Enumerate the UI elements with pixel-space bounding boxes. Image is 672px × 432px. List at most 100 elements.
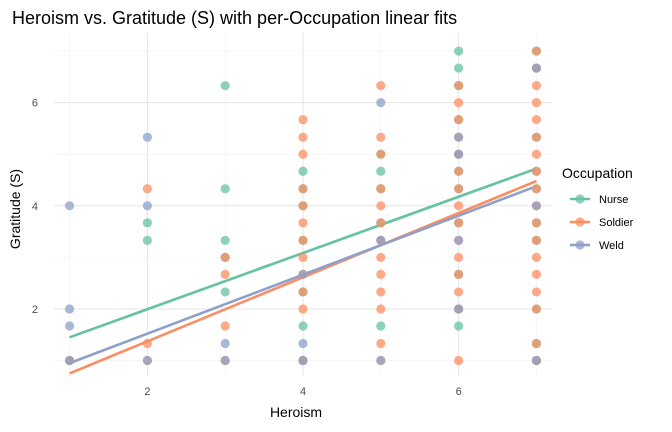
point-nurse xyxy=(220,81,230,91)
point-soldier xyxy=(376,81,386,91)
x-axis-ticks: 2 4 6 xyxy=(144,386,461,398)
point-soldier xyxy=(376,132,386,142)
point-soldier xyxy=(531,81,542,91)
point-soldier xyxy=(531,184,542,194)
point-soldier xyxy=(298,252,308,262)
data-points xyxy=(64,46,542,366)
point-nurse xyxy=(142,218,152,228)
point-weld xyxy=(142,201,152,211)
point-soldier xyxy=(142,338,152,349)
point-weld xyxy=(454,132,464,142)
point-nurse xyxy=(454,321,464,331)
chart-title: Heroism vs. Gratitude (S) with per-Occup… xyxy=(12,8,457,28)
point-soldier xyxy=(454,201,464,211)
point-soldier xyxy=(454,115,464,125)
point-soldier xyxy=(376,149,386,159)
y-tick-label: 6 xyxy=(32,98,38,110)
point-soldier xyxy=(531,149,542,159)
legend: Occupation Nurse Soldier Weld xyxy=(562,165,634,252)
point-soldier xyxy=(220,252,230,262)
x-tick-label: 4 xyxy=(300,386,306,398)
point-soldier xyxy=(454,269,464,279)
point-weld xyxy=(531,355,542,366)
point-nurse xyxy=(376,321,386,331)
point-soldier xyxy=(454,218,464,228)
legend-item-nurse: Nurse xyxy=(570,194,628,206)
point-nurse xyxy=(220,235,230,245)
legend-key-point-soldier xyxy=(575,217,585,227)
point-nurse xyxy=(376,166,386,176)
y-axis-title: Gratitude (S) xyxy=(7,169,23,249)
point-soldier xyxy=(531,235,542,245)
legend-title: Occupation xyxy=(562,165,633,181)
point-soldier xyxy=(298,132,308,142)
point-weld xyxy=(298,355,308,366)
point-nurse xyxy=(298,321,308,331)
point-soldier xyxy=(376,304,386,314)
point-soldier xyxy=(376,252,386,262)
point-weld xyxy=(454,235,464,245)
legend-item-soldier: Soldier xyxy=(570,217,634,229)
point-soldier xyxy=(454,166,464,176)
point-soldier xyxy=(298,115,308,125)
point-soldier xyxy=(454,355,464,366)
point-weld xyxy=(220,355,230,366)
point-soldier xyxy=(454,81,464,91)
point-soldier xyxy=(376,201,386,211)
y-tick-label: 4 xyxy=(32,201,38,213)
point-weld xyxy=(376,235,386,245)
point-soldier xyxy=(531,252,542,262)
point-weld xyxy=(64,304,75,314)
point-soldier xyxy=(531,166,542,176)
point-nurse xyxy=(298,166,308,176)
y-tick-label: 2 xyxy=(32,304,38,316)
point-soldier xyxy=(531,304,542,314)
point-weld xyxy=(376,98,386,108)
point-weld xyxy=(220,338,230,349)
legend-label-soldier: Soldier xyxy=(599,217,634,229)
point-nurse xyxy=(220,184,230,194)
point-soldier xyxy=(220,269,230,279)
legend-item-weld: Weld xyxy=(570,240,624,252)
point-soldier xyxy=(454,98,464,108)
point-soldier xyxy=(298,184,308,194)
point-weld xyxy=(64,321,75,331)
point-weld xyxy=(298,338,308,349)
legend-label-nurse: Nurse xyxy=(599,194,628,206)
point-soldier xyxy=(531,218,542,228)
point-soldier xyxy=(142,184,152,194)
point-soldier xyxy=(531,98,542,108)
point-soldier xyxy=(298,201,308,211)
point-soldier xyxy=(531,269,542,279)
point-soldier xyxy=(376,184,386,194)
point-weld xyxy=(142,355,152,366)
point-soldier xyxy=(376,218,386,228)
point-soldier xyxy=(531,338,542,349)
point-soldier xyxy=(454,252,464,262)
point-weld xyxy=(454,149,464,159)
point-soldier xyxy=(531,46,542,56)
point-soldier xyxy=(531,287,542,297)
legend-items: Nurse Soldier Weld xyxy=(570,194,634,252)
point-soldier xyxy=(376,287,386,297)
point-weld xyxy=(142,132,152,142)
point-weld xyxy=(454,304,464,314)
legend-key-point-weld xyxy=(575,240,585,250)
point-weld xyxy=(64,355,75,366)
point-weld xyxy=(376,355,386,366)
point-weld xyxy=(531,63,542,73)
point-nurse xyxy=(220,287,230,297)
x-axis-title: Heroism xyxy=(270,404,322,420)
point-weld xyxy=(531,201,542,211)
point-soldier xyxy=(298,218,308,228)
point-soldier xyxy=(298,287,308,297)
point-soldier xyxy=(454,287,464,297)
point-nurse xyxy=(142,235,152,245)
point-soldier xyxy=(454,184,464,194)
point-soldier xyxy=(220,321,230,331)
x-tick-label: 6 xyxy=(456,386,462,398)
point-soldier xyxy=(298,235,308,245)
point-weld xyxy=(64,201,75,211)
y-axis-ticks: 2 4 6 xyxy=(32,98,38,316)
